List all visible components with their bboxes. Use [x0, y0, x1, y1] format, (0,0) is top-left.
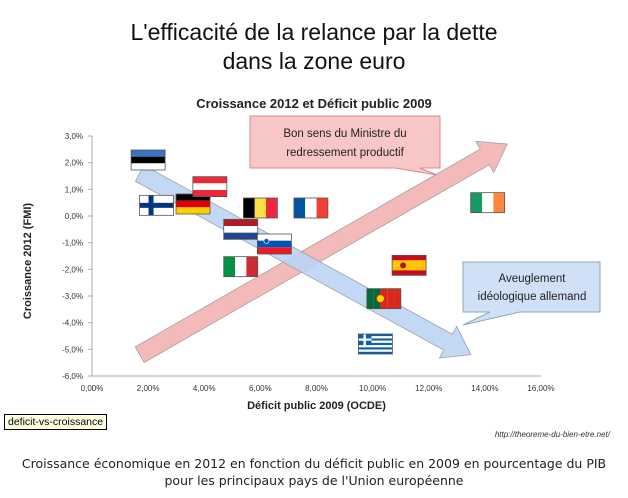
- france-flag-icon: [293, 197, 329, 219]
- germany-flag-icon: [175, 193, 211, 215]
- caption-line1: Croissance économique en 2012 en fonctio…: [21, 456, 607, 471]
- y-tick-label: -2,0%: [62, 265, 83, 274]
- tooltip: deficit-vs-croissance: [4, 414, 108, 430]
- main-title: L'efficacité de la relance par la dette …: [0, 18, 628, 76]
- pink-callout-line2: redressement productif: [286, 147, 404, 159]
- blue-callout-line2: idéologique allemand: [478, 291, 587, 303]
- y-tick-label: 1,0%: [65, 185, 83, 194]
- y-axis-label: Croissance 2012 (FMI): [22, 202, 34, 320]
- pink-callout: [249, 115, 441, 176]
- x-tick-label: 16,00%: [527, 384, 554, 393]
- spain-flag-icon: [391, 254, 427, 276]
- estonia-flag-icon: [130, 149, 166, 171]
- blue-callout: [462, 261, 601, 326]
- y-tick-label: 0,0%: [65, 212, 83, 221]
- pink-callout-line1: Bon sens du Ministre du: [283, 128, 406, 140]
- x-tick-label: 14,00%: [471, 384, 498, 393]
- y-tick-label: -5,0%: [62, 345, 83, 354]
- blue-callout-line1: Aveuglement: [499, 273, 567, 285]
- y-tick-label: 3,0%: [65, 132, 83, 141]
- y-tick-label: -3,0%: [62, 292, 83, 301]
- ireland-flag-icon: [470, 192, 506, 214]
- caption: Croissance économique en 2012 en fonctio…: [0, 455, 628, 489]
- belgium-flag-icon: [242, 197, 278, 219]
- caption-line2: pour les principaux pays de l'Union euro…: [164, 473, 464, 488]
- x-axis-label: Déficit public 2009 (OCDE): [247, 400, 386, 412]
- y-tick-label: -1,0%: [62, 239, 83, 248]
- y-tick-label: -4,0%: [62, 319, 83, 328]
- x-tick-label: 2,00%: [137, 384, 160, 393]
- portugal-flag-icon: [366, 288, 402, 310]
- greece-flag-icon: [358, 333, 393, 355]
- x-tick-label: 0,00%: [81, 384, 104, 393]
- x-tick-label: 10,00%: [359, 384, 386, 393]
- italy-flag-icon: [223, 256, 259, 278]
- pink-rising-arrow: [134, 140, 508, 364]
- x-tick-label: 12,00%: [415, 384, 442, 393]
- x-tick-label: 8,00%: [305, 384, 328, 393]
- netherlands-flag-icon: [223, 218, 259, 240]
- source-link[interactable]: http://theoreme-du-bien-etre.net/: [494, 430, 610, 439]
- x-tick-label: 6,00%: [249, 384, 272, 393]
- main-title-line2: dans la zone euro: [222, 48, 406, 74]
- austria-flag-icon: [192, 176, 228, 198]
- chart-title: Croissance 2012 et Déficit public 2009: [196, 96, 432, 111]
- finland-flag-icon: [139, 194, 174, 216]
- x-tick-label: 4,00%: [193, 384, 216, 393]
- main-title-line1: L'efficacité de la relance par la dette: [130, 19, 498, 45]
- y-tick-label: -6,0%: [62, 372, 83, 381]
- slovenia-flag-icon: [257, 233, 292, 255]
- y-tick-label: 2,0%: [65, 159, 83, 168]
